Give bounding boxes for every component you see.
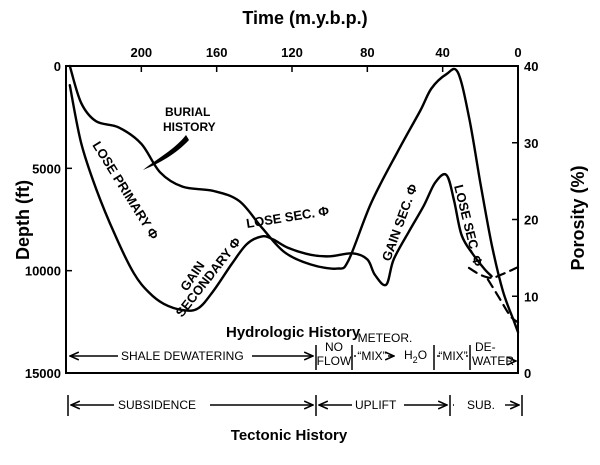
annotation-burial: BURIAL [165, 105, 210, 119]
hydro-label-water: WATER [472, 354, 514, 368]
y-right-tick-label-2: 20 [524, 213, 538, 228]
tectonic-history-title: Tectonic History [231, 427, 348, 444]
series-line-2 [467, 266, 520, 279]
series-line-1 [68, 84, 493, 312]
y-left-tick-label-1: 5000 [32, 161, 61, 176]
hydro-label-mix-1: “MIX” [357, 349, 386, 363]
x-tick-label-0: 200 [130, 45, 152, 60]
y-left-tick-label-0: 0 [54, 59, 61, 74]
tect-label-subsidence: SUBSIDENCE [118, 398, 196, 412]
y-left-tick-label-2: 10000 [25, 264, 61, 279]
burial-callout-arrow [143, 135, 189, 170]
annotation-history: HISTORY [163, 120, 216, 134]
y-right-tick-label-0: 40 [524, 59, 538, 74]
tect-label-uplift: UPLIFT [355, 398, 397, 412]
x-tick-label-3: 80 [360, 45, 374, 60]
y-left-tick-label-3: 15000 [25, 366, 61, 381]
x-tick-label-2: 120 [281, 45, 303, 60]
series-group [68, 64, 520, 334]
x-tick-label-4: 40 [435, 45, 449, 60]
series-line-3 [486, 278, 520, 324]
hydro-label-shale-dewatering: SHALE DEWATERING [121, 349, 244, 363]
hydro-label-mix-2: “MIX” [438, 349, 467, 363]
x-tick-label-1: 160 [206, 45, 228, 60]
x-axis-title: Time (m.y.b.p.) [242, 8, 367, 28]
y-right-tick-label-1: 30 [524, 136, 538, 151]
hydro-label-h2o: H2O [404, 348, 427, 365]
hydro-label-flow: FLOW [317, 354, 352, 368]
hydrologic-history-title: Hydrologic History [226, 324, 361, 341]
hydro-label-de: DE- [475, 340, 496, 354]
annotation-lose-primary: LOSE PRIMARY Φ [89, 139, 162, 243]
annotation-lose-sec-2: LOSE SEC. Φ [451, 183, 486, 268]
x-tick-label-5: 0 [514, 45, 521, 60]
y-right-tick-label-4: 0 [524, 366, 531, 381]
y-right-tick-label-3: 10 [524, 289, 538, 304]
y-axis-left-title: Depth (ft) [13, 180, 33, 260]
series-line-0 [68, 64, 520, 334]
y-axis-right-title: Porosity (%) [568, 165, 588, 270]
tect-label-sub: SUB. [467, 398, 495, 412]
annotation-lose-sec-1: LOSE SEC. Φ [245, 203, 330, 231]
hydro-label-no: NO [325, 340, 343, 354]
hydro-label-meteor: METEOR. [358, 331, 413, 345]
